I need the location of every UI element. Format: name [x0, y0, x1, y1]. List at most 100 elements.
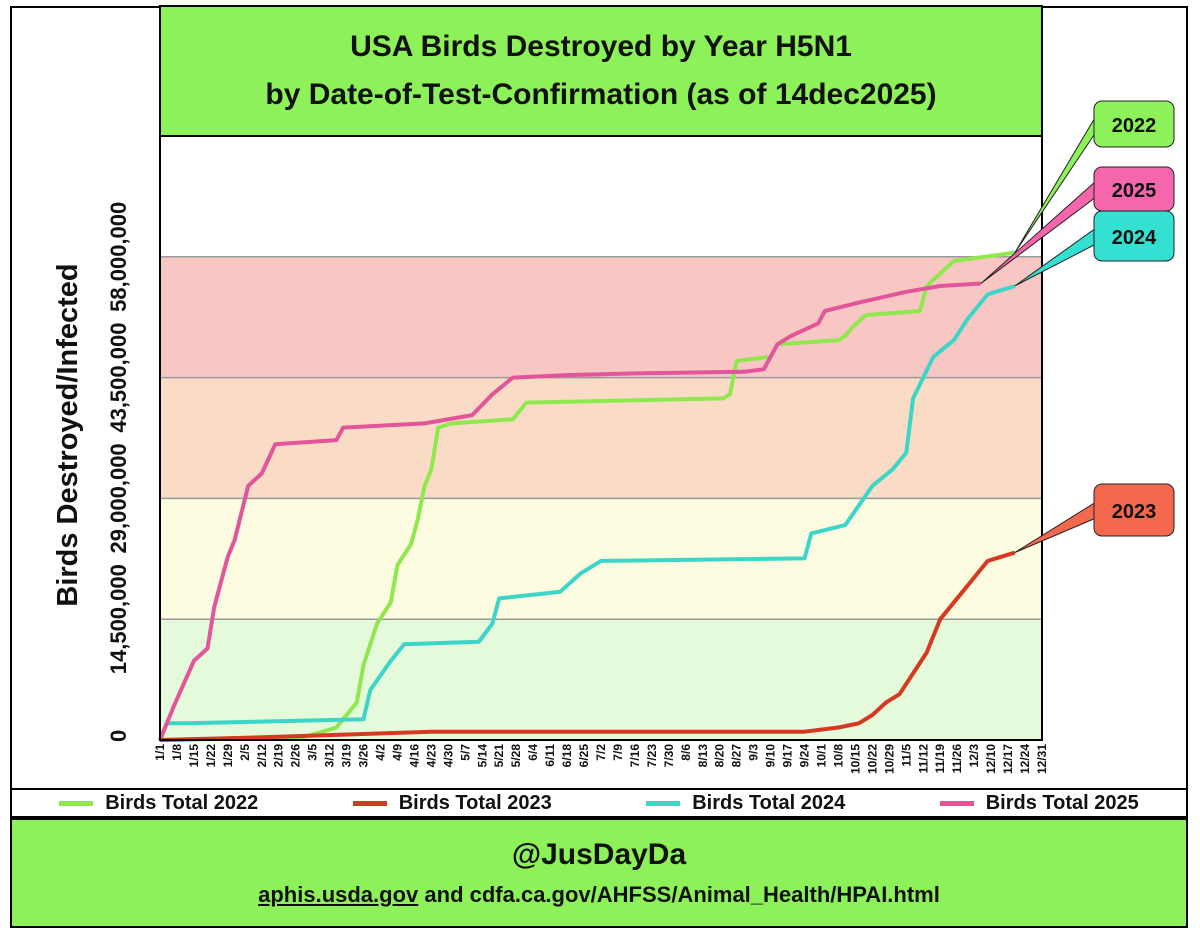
grid-lines — [160, 256, 1042, 620]
series-line-2022 — [159, 250, 1016, 742]
x-tick-label: 3/26 — [357, 744, 371, 768]
legend-item-2024: Birds Total 2024 — [646, 792, 845, 815]
x-tick-label: 12/31 — [1035, 744, 1049, 774]
legend-item-2022: Birds Total 2022 — [59, 792, 258, 815]
band-1 — [160, 498, 1042, 620]
x-tick-label: 3/19 — [340, 744, 354, 768]
x-tick-label: 10/1 — [815, 744, 829, 768]
x-tick-label: 5/21 — [492, 744, 506, 768]
x-tick-label: 5/7 — [458, 744, 472, 761]
x-tick-label: 6/25 — [577, 744, 591, 768]
x-tick-label: 11/12 — [916, 744, 930, 774]
x-tick-label: 7/23 — [645, 744, 659, 768]
x-tick-label: 1/22 — [204, 744, 218, 768]
x-tick-label: 12/24 — [1018, 744, 1032, 774]
x-tick-label: 4/2 — [374, 744, 388, 761]
y-tick-label: 43,500,000 — [106, 323, 131, 433]
x-tick-label: 6/11 — [543, 744, 557, 767]
x-tick-label: 8/13 — [696, 744, 710, 768]
title-box — [159, 5, 1043, 137]
x-tick-label: 1/8 — [170, 744, 184, 761]
x-tick-label: 6/18 — [560, 744, 574, 768]
x-tick-label: 8/20 — [713, 744, 727, 768]
x-tick-label: 8/27 — [730, 744, 744, 768]
x-tick-label: 2/12 — [255, 744, 269, 768]
band-2 — [160, 377, 1042, 499]
source-rest: and cdfa.ca.gov/AHFSS/Animal_Health/HPAI… — [418, 882, 940, 907]
footer: @JusDayDa aphis.usda.gov and cdfa.ca.gov… — [12, 818, 1186, 926]
series-line-2025 — [158, 281, 982, 741]
source-link[interactable]: aphis.usda.gov — [258, 882, 419, 907]
chart-area: USA Birds Destroyed by Year H5N1 by Date… — [52, 5, 1175, 774]
y-tick-label: 14,500,000 — [106, 564, 131, 674]
x-tick-label: 2/19 — [272, 744, 286, 768]
legend-swatch — [939, 800, 974, 806]
series-line-2024 — [158, 284, 1016, 741]
x-tick-label: 7/16 — [628, 744, 642, 768]
x-tick-labels: 1/1 1/8 1/15 1/22 1/29 2/5 2/12 2/19 2/26 3/5 3/12… — [153, 744, 1049, 774]
legend-label: Birds Total 2024 — [692, 791, 846, 814]
x-tick-label: 9/17 — [781, 744, 795, 768]
legend-label: Birds Total 2023 — [398, 791, 552, 814]
y-tick-label: 0 — [106, 730, 131, 742]
y-tick-label: 58,000,000 — [106, 202, 131, 312]
callout-box-2022 — [1093, 100, 1175, 148]
author-handle: @JusDayDa — [511, 838, 687, 871]
y-axis-label: Birds Destroyed/Infected — [52, 263, 84, 606]
x-tick-label: 4/9 — [390, 744, 404, 761]
x-tick-label: 2/5 — [238, 744, 252, 761]
x-tick-label: 10/29 — [882, 744, 896, 774]
callout-box-2025 — [1093, 166, 1175, 212]
x-tick-label: 11/5 — [899, 744, 913, 767]
x-tick-label: 9/24 — [798, 744, 812, 768]
x-tick-label: 12/17 — [1001, 744, 1015, 774]
legend-item-2025: Birds Total 2025 — [939, 791, 1139, 815]
x-tick-label: 4/16 — [407, 744, 421, 768]
series-line-2023 — [159, 550, 1016, 742]
x-tick-label: 3/5 — [306, 744, 320, 761]
x-tick-label: 6/4 — [526, 744, 540, 761]
x-tick-label: 4/30 — [441, 744, 455, 768]
legend-label: Birds Total 2025 — [985, 791, 1139, 814]
callout-box-2023 — [1093, 483, 1175, 537]
x-tick-label: 1/1 — [153, 744, 167, 761]
legend-item-2023: Birds Total 2023 — [352, 791, 552, 815]
x-tick-label: 5/14 — [475, 744, 489, 768]
x-tick-label: 1/29 — [221, 744, 235, 768]
x-tick-label: 7/9 — [611, 744, 625, 761]
chart-title: USA Birds Destroyed by Year H5N1 — [350, 30, 852, 63]
x-tick-label: 9/10 — [764, 744, 778, 768]
x-tick-label: 4/23 — [424, 744, 438, 768]
source-line: aphis.usda.gov and cdfa.ca.gov/AHFSS/Ani… — [12, 882, 1186, 908]
x-tick-label: 3/12 — [323, 744, 337, 768]
legend-swatch — [646, 800, 681, 806]
callout-label-2022: 2022 — [1112, 115, 1157, 137]
x-tick-label: 8/6 — [679, 744, 693, 761]
callout-label-2025: 2025 — [1112, 180, 1157, 202]
x-tick-label: 7/2 — [594, 744, 608, 761]
y-tick-labels: 0 14,500,000 29,000,000 43,500,000 58,000,00… — [106, 202, 131, 742]
x-tick-label: 1/15 — [187, 744, 201, 768]
x-tick-label: 10/15 — [848, 744, 862, 774]
x-tick-label: 11/19 — [933, 744, 947, 774]
x-tick-label: 10/8 — [831, 744, 845, 768]
x-tick-label: 12/10 — [984, 744, 998, 774]
x-tick-label: 11/26 — [950, 744, 964, 774]
x-tick-label: 10/22 — [865, 744, 879, 774]
x-tick-label: 12/3 — [967, 744, 981, 768]
x-tick-label: 2/26 — [289, 744, 303, 768]
callout-label-2023: 2023 — [1112, 501, 1157, 523]
x-tick-label: 5/28 — [509, 744, 523, 768]
x-tick-label: 7/30 — [662, 744, 676, 768]
legend-swatch — [352, 800, 387, 806]
series-callouts: 2022 2023 2024 2025 — [980, 100, 1175, 554]
legend-swatch — [59, 800, 94, 806]
series-lines — [158, 250, 1016, 742]
band-3 — [160, 256, 1042, 378]
legend: Birds Total 2022 Birds Total 2023 Birds … — [12, 788, 1186, 818]
callout-label-2024: 2024 — [1112, 227, 1157, 249]
y-tick-label: 29,000,000 — [106, 443, 131, 553]
legend-label: Birds Total 2022 — [105, 791, 259, 814]
chart-subtitle: by Date-of-Test-Confirmation (as of 14de… — [265, 78, 936, 111]
x-tick-label: 9/3 — [747, 744, 761, 761]
